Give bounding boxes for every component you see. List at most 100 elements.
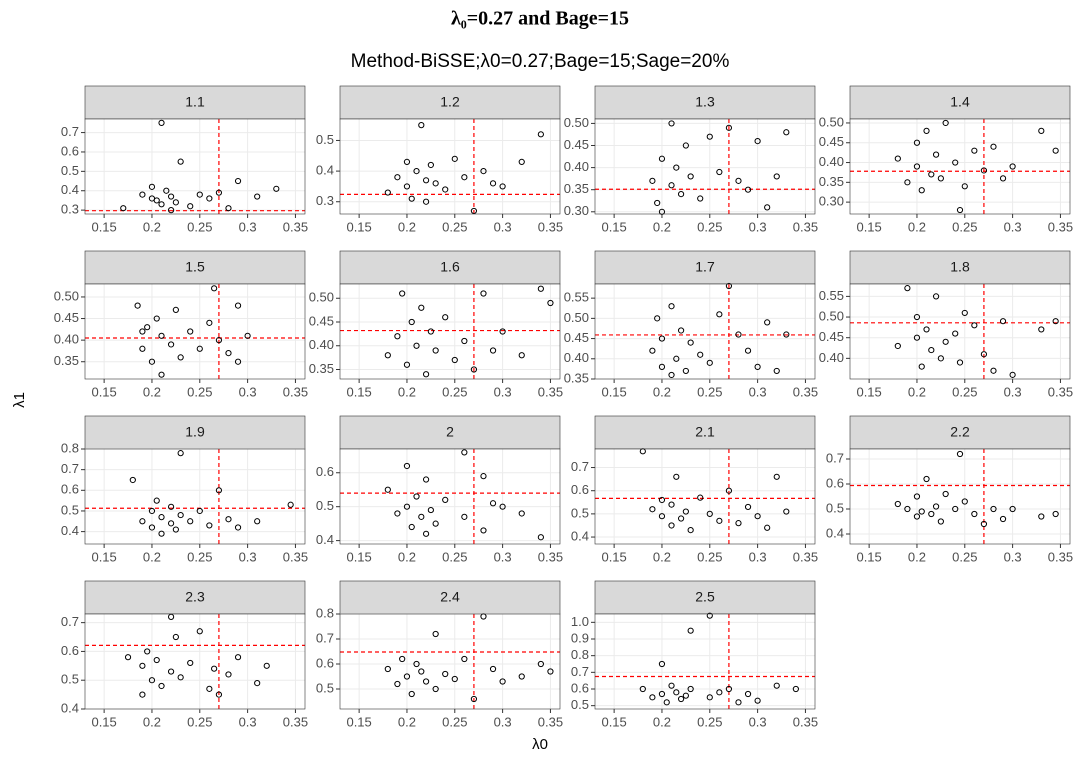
point <box>384 486 391 493</box>
point <box>403 183 411 190</box>
point <box>971 510 978 518</box>
y-tick-label: 0.5 <box>571 697 589 712</box>
point <box>394 333 401 340</box>
point <box>744 503 752 511</box>
point <box>287 501 294 508</box>
point <box>537 131 544 138</box>
y-tick-label: 0.8 <box>571 647 589 662</box>
point <box>413 342 420 349</box>
point <box>480 527 487 534</box>
panel-border <box>594 283 816 380</box>
x-tick-label: 0.25 <box>952 384 977 399</box>
point <box>668 371 675 379</box>
point <box>980 520 988 528</box>
y-tick-label: 0.8 <box>61 440 79 455</box>
point <box>894 155 901 162</box>
point <box>403 361 411 368</box>
point <box>215 691 223 698</box>
point <box>489 180 497 187</box>
y-tick-label: 0.35 <box>54 353 79 368</box>
y-tick-label: 0.35 <box>819 174 844 189</box>
strip <box>849 415 1071 450</box>
point <box>461 337 468 345</box>
strip <box>339 415 561 450</box>
y-tick-label: 0.40 <box>309 337 334 352</box>
point <box>961 309 968 317</box>
point <box>668 501 675 508</box>
strip <box>339 250 561 285</box>
x-tick-label: 0.15 <box>346 219 371 234</box>
point <box>177 158 184 165</box>
point <box>754 513 761 520</box>
point <box>427 161 434 169</box>
x-tick-label: 0.25 <box>187 549 212 564</box>
point <box>668 120 675 127</box>
point <box>480 290 487 297</box>
point <box>518 158 525 166</box>
y-tick-label: 0.35 <box>309 361 334 376</box>
point <box>139 345 146 352</box>
point <box>403 503 411 510</box>
point <box>928 171 935 178</box>
point <box>1009 371 1016 378</box>
panel-background <box>85 284 305 379</box>
y-tick-label: 0.6 <box>826 475 844 490</box>
point <box>234 654 242 661</box>
point <box>706 133 713 140</box>
point <box>518 352 525 359</box>
point <box>206 195 213 202</box>
panel-title: 1.8 <box>950 259 970 275</box>
x-tick-label: 0.35 <box>283 714 308 729</box>
y-tick-label: 0.7 <box>61 124 79 139</box>
panel-background <box>340 284 560 379</box>
y-tick-label: 0.9 <box>571 630 589 645</box>
point <box>499 503 506 510</box>
point <box>422 678 430 685</box>
point <box>408 195 415 202</box>
point <box>187 203 194 210</box>
point <box>937 518 944 525</box>
point <box>999 515 1007 523</box>
point <box>427 328 434 335</box>
x-tick-label: 0.35 <box>538 384 563 399</box>
point <box>418 668 425 675</box>
point <box>167 503 175 510</box>
point <box>244 332 251 339</box>
point <box>697 351 704 358</box>
point <box>1009 163 1016 170</box>
y-tick-label: 0.5 <box>826 500 844 515</box>
point <box>952 505 959 513</box>
point <box>980 167 988 174</box>
point <box>537 534 544 541</box>
point <box>196 191 203 198</box>
point <box>461 174 468 181</box>
panel-border <box>84 118 306 215</box>
point <box>158 530 165 537</box>
y-tick-label: 0.50 <box>564 115 589 130</box>
point <box>952 159 959 166</box>
point <box>663 699 670 706</box>
x-tick-label: 0.15 <box>856 549 881 564</box>
y-tick-label: 0.6 <box>61 143 79 158</box>
point <box>422 177 430 184</box>
point <box>735 331 742 338</box>
point <box>913 163 921 170</box>
strip <box>339 580 561 615</box>
point <box>894 500 901 508</box>
point <box>172 306 179 314</box>
point <box>1038 326 1045 333</box>
point <box>196 345 203 352</box>
panel-title: 1.3 <box>695 94 715 110</box>
point <box>687 685 694 693</box>
x-tick-label: 0.3 <box>494 384 512 399</box>
panel-background <box>595 614 815 709</box>
y-tick-label: 0.7 <box>826 450 844 465</box>
point <box>163 187 170 194</box>
point <box>716 168 723 176</box>
y-tick-label: 1.0 <box>571 614 589 629</box>
point <box>725 282 733 290</box>
y-tick-label: 0.7 <box>571 664 589 679</box>
y-tick-label: 0.35 <box>564 181 589 196</box>
point <box>990 367 997 374</box>
y-tick-label: 0.50 <box>819 308 844 323</box>
